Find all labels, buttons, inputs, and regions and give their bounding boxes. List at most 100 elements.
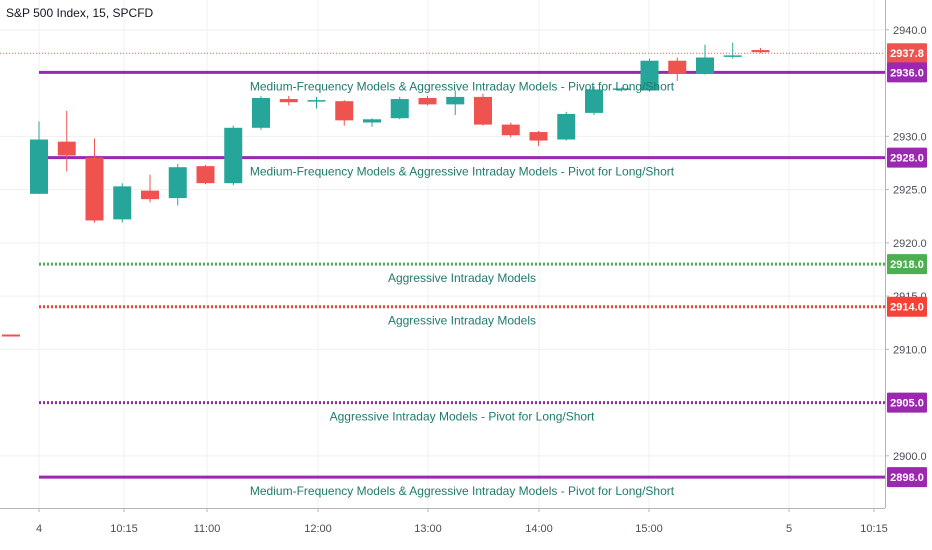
price-badge-box [887, 296, 927, 317]
candle-body [224, 127, 243, 184]
candle-body [668, 60, 687, 74]
candle-body [751, 50, 770, 53]
price-badge-box [887, 62, 927, 83]
candle-body [252, 97, 270, 128]
candle [529, 130, 548, 146]
level-annotation: Aggressive Intraday Models [388, 314, 536, 328]
candle-body [446, 96, 465, 105]
level-annotation: Medium-Frequency Models & Aggressive Int… [250, 484, 675, 498]
candle [252, 95, 270, 130]
candle [307, 96, 326, 109]
candle-body [30, 139, 48, 194]
candle-body [557, 113, 576, 140]
candle [557, 111, 576, 141]
price-badge-label: 2918.0 [890, 259, 924, 271]
chart-grid [0, 0, 885, 508]
price-tick-label: 2910.0 [893, 344, 927, 356]
candle [196, 165, 215, 185]
candle-body [529, 132, 548, 141]
current-price-badge: 2937.8 [887, 43, 927, 64]
candle-body [307, 100, 326, 102]
price-tick-label: 2940.0 [893, 25, 927, 37]
candle [30, 121, 48, 194]
candle-body [196, 166, 215, 184]
price-badge-label: 2928.0 [890, 153, 924, 165]
price-badge-box [887, 147, 927, 168]
time-tick-label: 11:00 [194, 523, 221, 535]
candle-body [474, 96, 492, 125]
chart-title: S&P 500 Index, 15, SPCFD [6, 6, 154, 20]
candle [418, 95, 437, 106]
candle-body [279, 99, 298, 103]
price-tick-label: 2925.0 [893, 185, 927, 197]
level-badge: 2905.0 [887, 392, 927, 413]
time-tick-label: 4 [36, 523, 42, 535]
candle [585, 86, 603, 116]
time-axis: 4 10:15 11:00 12:00 13:00 14:00 15:00 5 10:15 [0, 508, 888, 535]
candle [224, 125, 243, 186]
time-tick-label: 13:00 [414, 523, 442, 535]
candle [141, 174, 159, 203]
price-tick-label: 2920.0 [893, 238, 927, 250]
candle [668, 57, 687, 81]
candle [474, 93, 492, 126]
candle [723, 42, 742, 59]
price-badge-label: 2937.8 [890, 48, 924, 60]
candle-body [390, 99, 409, 119]
candle [446, 90, 465, 116]
candle-body [585, 89, 603, 113]
price-badge-box [887, 392, 927, 413]
time-tick-label: 10:15 [110, 523, 138, 535]
candle [612, 87, 631, 92]
candle [640, 58, 659, 92]
candle-body [640, 60, 659, 91]
candle [390, 96, 409, 120]
candle-body [723, 55, 742, 57]
price-tick-label: 2900.0 [893, 451, 927, 463]
candle [696, 44, 714, 75]
level-badge: 2928.0 [887, 147, 927, 168]
candle-body [85, 157, 104, 221]
candle-body [113, 186, 132, 220]
level-annotation: Medium-Frequency Models & Aggressive Int… [250, 165, 675, 179]
candle-body [141, 190, 159, 200]
price-badges: 2937.8 2936.0 2928.0 2918.0 2914.0 2905.0 2898… [887, 43, 927, 488]
candle [363, 118, 381, 127]
candle-body [696, 57, 714, 74]
candle-body [612, 88, 631, 90]
level-annotations: Medium-Frequency Models & Aggressive Int… [250, 79, 675, 498]
level-annotation: Aggressive Intraday Models - Pivot for L… [330, 410, 595, 424]
price-tick-label: 2930.0 [893, 131, 927, 143]
candle [501, 122, 520, 138]
price-levels [0, 52, 885, 479]
level-annotation: Aggressive Intraday Models [388, 271, 536, 285]
candle-body [335, 101, 354, 121]
candle-body [501, 124, 520, 136]
candle-body [168, 167, 187, 199]
price-badge-box [887, 254, 927, 275]
candle [279, 95, 298, 106]
candle-body [363, 119, 381, 123]
level-badge: 2918.0 [887, 254, 927, 275]
candle-body [418, 97, 437, 105]
price-badge-label: 2936.0 [890, 67, 924, 79]
candle [751, 47, 770, 54]
candle [57, 110, 76, 172]
price-badge-box [887, 467, 927, 488]
time-tick-label: 12:00 [304, 523, 332, 535]
candle [85, 138, 104, 223]
candle [335, 100, 354, 126]
level-badge: 2898.0 [887, 467, 927, 488]
candle [168, 164, 187, 206]
price-badge-label: 2898.0 [890, 472, 924, 484]
price-badge-label: 2914.0 [890, 302, 924, 314]
level-annotation: Medium-Frequency Models & Aggressive Int… [250, 79, 675, 93]
candle-body [57, 141, 76, 156]
level-badge: 2936.0 [887, 62, 927, 83]
price-badge-label: 2905.0 [890, 398, 924, 410]
time-tick-label: 14:00 [525, 523, 553, 535]
time-tick-label: 10:15 [860, 523, 888, 535]
time-tick-label: 5 [786, 523, 792, 535]
